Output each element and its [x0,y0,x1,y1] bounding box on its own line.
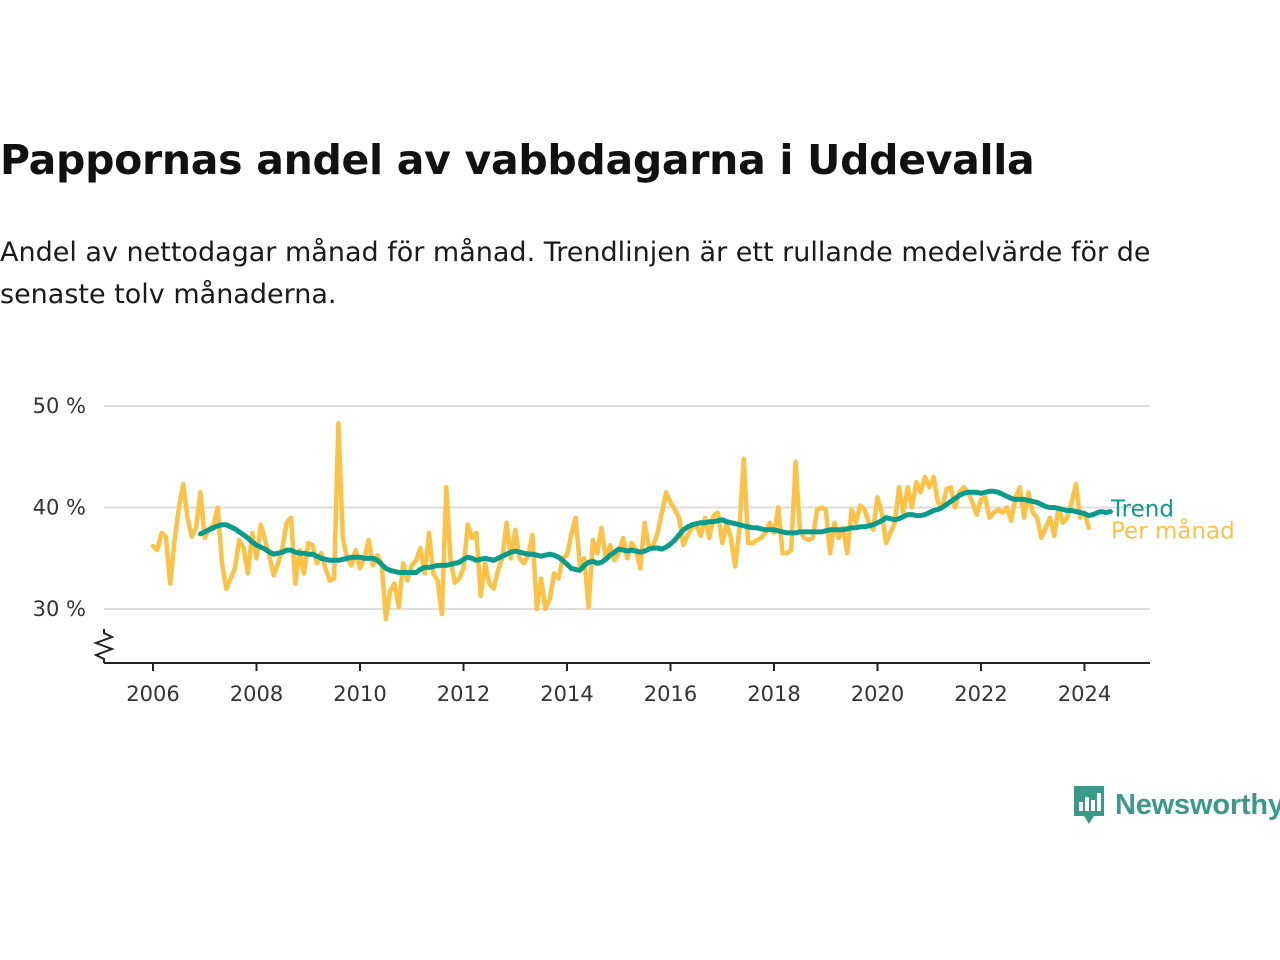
x-tick-label: 2022 [954,682,1007,706]
series-label-trend: Trend [1110,497,1174,523]
x-axis: 2006 2008 2010 2012 2014 2016 2018 2020 2022 2024 [93,629,1150,706]
x-tick-label: 2016 [644,682,697,706]
gridlines [104,405,1150,610]
bar-chart-badge-icon [1074,786,1104,824]
y-tick-label: 50 % [33,394,86,418]
y-axis-break-icon [93,629,115,663]
y-tick-label: 40 % [33,496,86,520]
series-line-trend [197,488,1113,575]
x-tick-label: 2006 [126,682,179,706]
line-chart: 30 % 40 % 50 % 2006 2008 2010 2012 2014 2016 201… [33,394,1235,706]
y-axis-ticks: 30 % 40 % 50 % [33,394,86,621]
series-line-per-manad [150,421,1092,622]
series-label-per-manad: Per månad [1111,517,1235,545]
x-tick-label: 2018 [747,682,800,706]
y-tick-label: 30 % [33,597,86,621]
x-tick-label: 2010 [333,682,386,706]
brand-name: Newsworthy [1115,788,1280,821]
x-tick-label: 2012 [437,682,490,706]
x-tick-label: 2014 [540,682,593,706]
x-tick-label: 2020 [851,682,904,706]
chart-subtitle: Andel av nettodagar månad för månad. Tre… [0,237,1151,310]
series-lines [150,421,1113,622]
newsworthy-logo: Newsworthy [1072,784,1280,826]
x-tick-label: 2008 [230,682,283,706]
x-tick-label: 2024 [1058,682,1111,706]
chart-title: Pappornas andel av vabbdagarna i Uddeval… [0,136,1035,184]
